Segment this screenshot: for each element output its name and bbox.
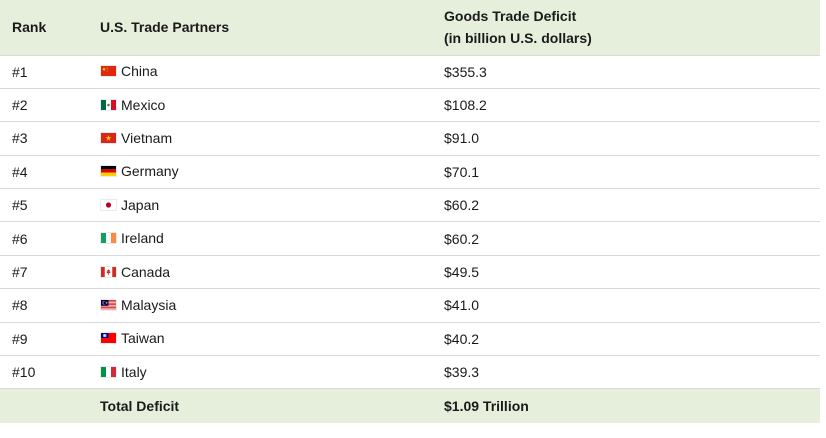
partner-label-group: Germany [100, 163, 179, 179]
deficit-column-header: Goods Trade Deficit (in billion U.S. dol… [432, 0, 820, 55]
mexico-flag-icon [100, 98, 117, 111]
header-row: Rank U.S. Trade Partners Goods Trade Def… [0, 0, 820, 55]
canada-flag-icon [100, 265, 117, 278]
rank-column-header: Rank [12, 19, 47, 36]
table-body: #1 China $355.3 #2 Mexico $108.2 #3 Vietnam $91.… [0, 55, 820, 389]
deficit-cell: $70.1 [444, 163, 480, 180]
partner-label-group: Mexico [100, 97, 165, 113]
partner-cell: Malaysia [88, 289, 432, 322]
china-flag-icon [100, 65, 117, 78]
rank-cell: #6 [12, 230, 28, 247]
table-row: #5 Japan $60.2 [0, 189, 820, 222]
partner-cell: Japan [88, 189, 432, 222]
total-row: Total Deficit $1.09 Trillion [0, 388, 820, 423]
rank-cell: #4 [12, 163, 28, 180]
country-name: Malaysia [121, 296, 177, 313]
partner-cell: China [88, 55, 432, 88]
country-name: Taiwan [121, 330, 165, 347]
partner-label-group: Japan [100, 197, 159, 213]
country-name: Mexico [121, 96, 166, 113]
malaysia-flag-icon [100, 298, 117, 311]
deficit-cell: $91.0 [444, 130, 480, 147]
total-label: Total Deficit [100, 398, 180, 415]
deficit-header-unit: (in billion U.S. dollars) [444, 30, 592, 47]
ireland-flag-icon [100, 232, 117, 245]
partner-label-group: China [100, 63, 158, 79]
partner-cell: Germany [88, 155, 432, 188]
rank-cell: #9 [12, 330, 28, 347]
rank-cell: #10 [12, 364, 36, 381]
rank-cell: #2 [12, 97, 28, 114]
deficit-cell: $39.3 [444, 364, 480, 381]
deficit-cell: $355.3 [444, 63, 487, 80]
rank-cell: #8 [12, 297, 28, 314]
deficit-cell: $60.2 [444, 230, 480, 247]
partner-cell: Ireland [88, 222, 432, 255]
partner-cell: Mexico [88, 88, 432, 121]
rank-cell: #3 [12, 130, 28, 147]
country-name: Italy [121, 363, 147, 380]
partner-label-group: Italy [100, 364, 147, 380]
italy-flag-icon [100, 365, 117, 378]
trade-deficit-table-container: Rank U.S. Trade Partners Goods Trade Def… [0, 0, 820, 423]
vietnam-flag-icon [100, 131, 117, 144]
partners-column-header: U.S. Trade Partners [100, 19, 230, 36]
partner-label-group: Taiwan [100, 330, 165, 346]
partner-cell: Italy [88, 356, 432, 389]
table-row: #1 China $355.3 [0, 55, 820, 89]
deficit-cell: $60.2 [444, 197, 480, 214]
table-footer: Total Deficit $1.09 Trillion [0, 388, 820, 423]
partner-label-group: Malaysia [100, 297, 176, 313]
partner-label-group: Vietnam [100, 130, 172, 146]
country-name: Canada [121, 263, 171, 280]
table-row: #7 Canada $49.5 [0, 255, 820, 289]
partner-cell: Vietnam [88, 122, 432, 155]
table-row: #3 Vietnam $91.0 [0, 122, 820, 156]
partner-cell: Canada [88, 255, 432, 288]
country-name: Ireland [121, 230, 164, 247]
trade-deficit-table: Rank U.S. Trade Partners Goods Trade Def… [0, 0, 820, 423]
deficit-cell: $41.0 [444, 297, 480, 314]
partner-label-group: Ireland [100, 230, 164, 246]
deficit-cell: $49.5 [444, 264, 480, 281]
partner-label-group: Canada [100, 264, 170, 280]
table-row: #8 Malaysia $41.0 [0, 289, 820, 323]
rank-cell: #5 [12, 197, 28, 214]
country-name: Germany [121, 163, 179, 180]
deficit-cell: $108.2 [444, 97, 487, 114]
table-row: #2 Mexico $108.2 [0, 88, 820, 122]
total-value: $1.09 Trillion [444, 398, 529, 415]
taiwan-flag-icon [100, 332, 117, 345]
table-row: #9 Taiwan $40.2 [0, 322, 820, 356]
rank-cell: #1 [12, 63, 28, 80]
table-row: #6 Ireland $60.2 [0, 222, 820, 256]
deficit-cell: $40.2 [444, 330, 480, 347]
germany-flag-icon [100, 165, 117, 178]
total-rank-cell [0, 389, 88, 423]
country-name: Japan [121, 196, 160, 213]
table-header: Rank U.S. Trade Partners Goods Trade Def… [0, 0, 820, 55]
deficit-header-title: Goods Trade Deficit [444, 8, 577, 25]
rank-cell: #7 [12, 264, 28, 281]
table-row: #10 Italy $39.3 [0, 356, 820, 389]
partner-cell: Taiwan [88, 322, 432, 355]
table-row: #4 Germany $70.1 [0, 155, 820, 189]
japan-flag-icon [100, 198, 117, 211]
country-name: China [121, 63, 158, 80]
country-name: Vietnam [121, 129, 173, 146]
